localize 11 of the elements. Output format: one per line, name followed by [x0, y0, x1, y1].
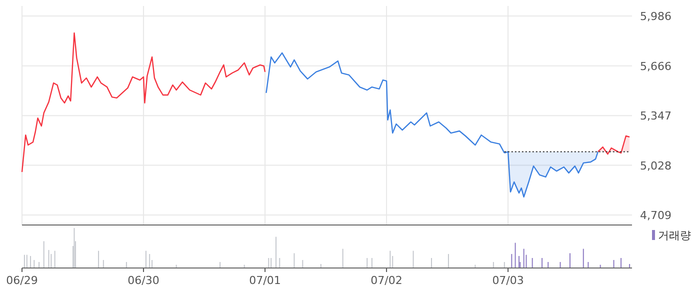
y-tick-label: 5,986 [640, 10, 672, 23]
y-tick-label: 4,709 [640, 209, 672, 222]
x-tick-label: 07/03 [492, 274, 524, 287]
x-tick-label: 06/29 [6, 274, 38, 287]
y-tick-label: 5,347 [640, 110, 672, 123]
y-tick-label: 5,028 [640, 159, 672, 172]
y-tick-label: 5,666 [640, 60, 672, 73]
x-tick-label: 07/01 [249, 274, 281, 287]
x-tick-label: 07/02 [370, 274, 402, 287]
legend-label: 거래량 [658, 229, 691, 242]
x-tick-label: 06/30 [128, 274, 160, 287]
